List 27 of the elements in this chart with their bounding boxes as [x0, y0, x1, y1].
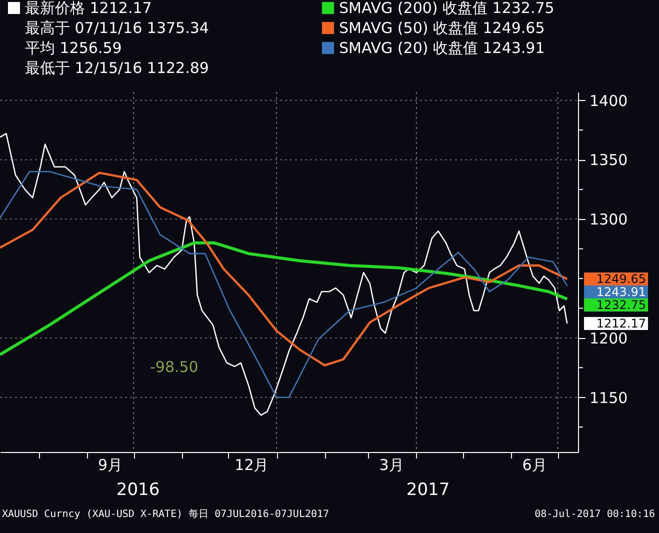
line-series	[0, 132, 568, 416]
text: 08-Jul-2017 00:10:16	[534, 509, 655, 520]
x-tick-label: 3月	[379, 456, 404, 474]
x-tick-label: 9月	[98, 456, 123, 474]
annotation: 1212.17	[596, 316, 646, 330]
y-tick-label: 1350	[590, 151, 628, 170]
text: 最低于 12/15/16 1122.89	[25, 59, 209, 77]
text: 2016	[116, 480, 160, 500]
text: 2017	[406, 480, 450, 500]
x-tick-label: 6月	[522, 456, 547, 474]
y-tick-label: 1200	[590, 329, 628, 348]
legend-label: SMAVG (50) 收盘值 1249.65	[339, 19, 545, 37]
annotation: 1243.91	[596, 284, 646, 299]
text: XAUUSD Curncy (XAU-USD X-RATE) 每日 07JUL2016-07JUL2017	[2, 508, 330, 520]
annotation: 1232.75	[596, 298, 646, 312]
text: 平均 1256.59	[25, 39, 122, 57]
line-series	[0, 241, 569, 356]
annotation: 1249.65	[596, 272, 646, 286]
y-tick-label: 1300	[590, 210, 628, 229]
x-tick-label: 12月	[234, 456, 269, 474]
annotation: -98.50	[150, 358, 198, 376]
y-tick-label: 1400	[590, 92, 628, 110]
y-tick-label: 1150	[590, 388, 628, 407]
legend-label: 最新价格 1212.17	[25, 0, 152, 17]
legend-label: SMAVG (20) 收盘值 1243.91	[339, 39, 545, 57]
legend-label: SMAVG (200) 收盘值 1232.75	[339, 0, 554, 17]
text: 最高于 07/11/16 1375.34	[25, 19, 209, 37]
